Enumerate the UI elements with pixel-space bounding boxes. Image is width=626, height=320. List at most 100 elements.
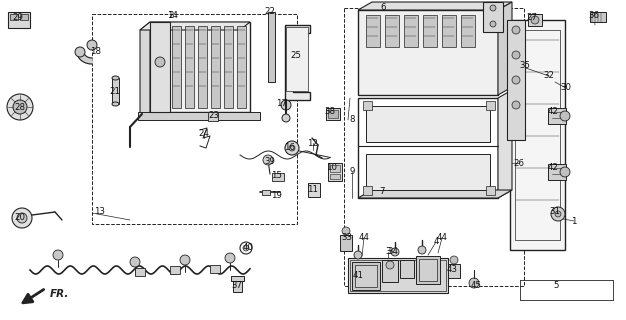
Bar [366,15,380,47]
Circle shape [7,94,33,120]
Bar [237,26,246,108]
Bar [366,154,490,190]
Bar [358,98,498,198]
Bar [483,2,503,32]
Circle shape [281,100,291,110]
Bar [92,14,297,224]
Circle shape [386,261,394,269]
Circle shape [551,207,565,221]
Text: 21: 21 [110,87,120,97]
Circle shape [512,76,520,84]
Circle shape [555,211,561,217]
Text: 36: 36 [588,12,600,20]
Text: 44: 44 [359,234,369,243]
Text: 2: 2 [168,12,174,20]
Circle shape [180,255,190,265]
Text: 33: 33 [342,234,352,243]
Text: 19: 19 [270,190,282,199]
Bar [400,260,414,278]
Text: 7: 7 [379,188,385,196]
Bar [326,108,340,120]
Text: 9: 9 [349,167,355,177]
Circle shape [13,100,27,114]
Text: 29: 29 [13,13,23,22]
Circle shape [418,246,426,254]
Bar [382,260,398,282]
Bar [272,173,284,181]
Text: 10: 10 [327,164,337,172]
Text: 41: 41 [352,270,364,279]
Circle shape [560,167,570,177]
Text: 40: 40 [242,244,254,252]
Ellipse shape [112,76,119,80]
Bar [486,186,495,195]
Text: 45: 45 [471,281,481,290]
Text: 12: 12 [307,139,319,148]
Circle shape [87,40,97,50]
Bar [112,78,119,104]
Circle shape [155,57,165,67]
Text: 8: 8 [349,116,355,124]
Text: 6: 6 [380,4,386,12]
Text: 4: 4 [433,237,439,246]
Bar [231,276,244,281]
Circle shape [243,245,249,251]
Text: 31: 31 [550,207,560,217]
Circle shape [531,16,539,24]
Bar [208,112,218,121]
Text: 13: 13 [95,207,106,217]
Bar [211,26,220,108]
Text: 43: 43 [446,266,458,275]
Bar [419,259,437,281]
Text: 22: 22 [265,7,275,17]
Bar [350,260,446,291]
Polygon shape [498,90,512,198]
Polygon shape [77,52,92,64]
Polygon shape [140,22,150,120]
Text: 44: 44 [436,234,448,243]
Circle shape [225,253,235,263]
Text: 1: 1 [572,217,577,226]
Bar [185,26,194,108]
Text: FR.: FR. [50,289,69,299]
Bar [150,22,170,112]
Text: 27: 27 [526,13,538,22]
Bar [416,256,440,284]
Circle shape [12,208,32,228]
Circle shape [512,26,520,34]
Circle shape [490,21,496,27]
Circle shape [560,111,570,121]
Bar [328,110,338,118]
Bar [348,258,448,293]
Bar [548,164,566,180]
Bar [590,12,606,22]
Text: 18: 18 [91,47,101,57]
Text: 32: 32 [543,71,555,81]
Ellipse shape [112,102,119,106]
Text: 34: 34 [387,247,399,257]
Bar [423,15,437,47]
Text: 25: 25 [290,51,302,60]
Text: 26: 26 [513,158,525,167]
Bar [366,106,490,142]
Bar [330,174,340,179]
Bar [363,186,372,195]
Text: 42: 42 [548,108,558,116]
Bar [358,10,498,95]
Bar [233,278,242,292]
Text: 30: 30 [560,84,572,92]
Circle shape [17,213,27,223]
Bar [308,183,320,197]
Text: 14: 14 [168,12,178,20]
Bar [515,30,560,240]
Bar [548,108,566,124]
Bar [363,101,372,110]
Circle shape [285,141,299,155]
Bar [330,165,340,172]
Circle shape [512,101,520,109]
Circle shape [391,248,399,256]
Circle shape [469,278,479,288]
Polygon shape [358,2,512,10]
Circle shape [282,114,290,122]
Circle shape [342,227,350,235]
